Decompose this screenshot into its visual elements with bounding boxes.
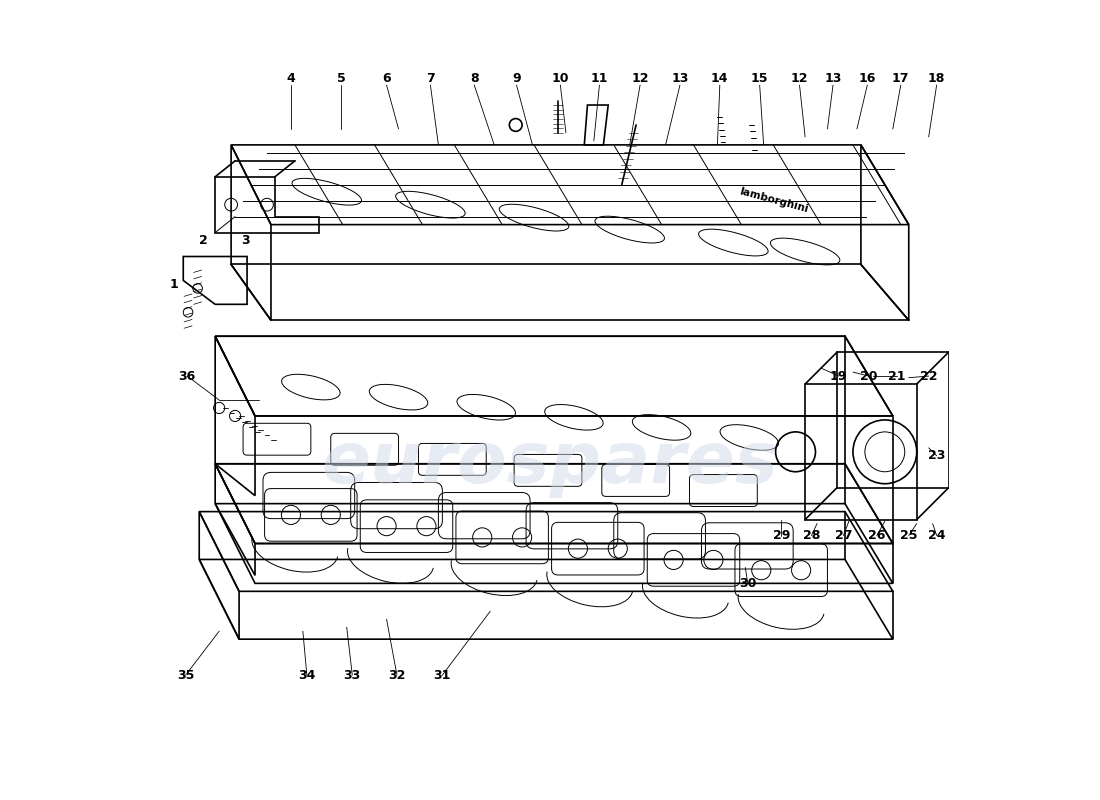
Text: 4: 4 bbox=[286, 72, 295, 85]
Text: 35: 35 bbox=[177, 669, 195, 682]
Text: 7: 7 bbox=[426, 72, 434, 85]
Text: 13: 13 bbox=[824, 72, 842, 85]
Text: 29: 29 bbox=[772, 529, 790, 542]
Text: 5: 5 bbox=[337, 72, 345, 85]
Text: 15: 15 bbox=[751, 72, 769, 85]
Text: 17: 17 bbox=[892, 72, 910, 85]
Text: 10: 10 bbox=[551, 72, 569, 85]
Text: 32: 32 bbox=[388, 669, 406, 682]
Text: eurospares: eurospares bbox=[321, 430, 779, 498]
Text: 3: 3 bbox=[241, 234, 250, 247]
Text: 28: 28 bbox=[803, 529, 821, 542]
Text: 33: 33 bbox=[343, 669, 361, 682]
Text: 16: 16 bbox=[859, 72, 876, 85]
Text: 18: 18 bbox=[928, 72, 945, 85]
Text: 22: 22 bbox=[920, 370, 937, 382]
Text: 21: 21 bbox=[888, 370, 905, 382]
Text: 19: 19 bbox=[829, 370, 847, 382]
Text: 34: 34 bbox=[298, 669, 316, 682]
Text: 6: 6 bbox=[383, 72, 390, 85]
Text: 11: 11 bbox=[591, 72, 608, 85]
Text: 24: 24 bbox=[928, 529, 945, 542]
Text: 26: 26 bbox=[868, 529, 886, 542]
Text: 36: 36 bbox=[178, 370, 196, 382]
Text: 9: 9 bbox=[513, 72, 520, 85]
Text: 25: 25 bbox=[900, 529, 917, 542]
Text: 31: 31 bbox=[433, 669, 451, 682]
Text: 2: 2 bbox=[199, 234, 208, 247]
Text: 8: 8 bbox=[470, 72, 478, 85]
Text: 13: 13 bbox=[671, 72, 689, 85]
Text: 27: 27 bbox=[835, 529, 852, 542]
Text: 30: 30 bbox=[739, 577, 757, 590]
Text: 12: 12 bbox=[791, 72, 808, 85]
Text: 14: 14 bbox=[711, 72, 728, 85]
Text: 20: 20 bbox=[860, 370, 878, 382]
Text: lamborghini: lamborghini bbox=[738, 186, 808, 214]
Text: 23: 23 bbox=[928, 450, 945, 462]
Text: 1: 1 bbox=[169, 278, 178, 291]
Text: 12: 12 bbox=[631, 72, 649, 85]
